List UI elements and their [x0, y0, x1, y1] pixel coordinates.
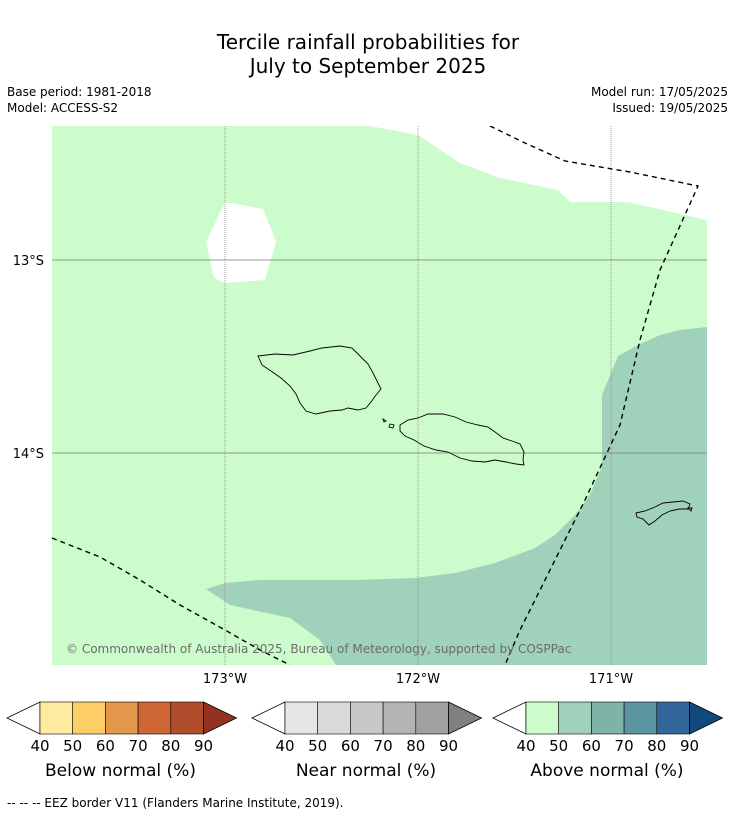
eez-border: [52, 126, 699, 665]
map-plot-area: © Commonwealth of Australia 2025, Bureau…: [52, 126, 707, 665]
near-normal-extend-low: [251, 701, 286, 735]
below-normal-tick-label: 70: [129, 737, 148, 755]
above-normal-segment: [656, 701, 690, 735]
near-normal-colorbar: 40 50 60 70 80 90: [251, 701, 483, 755]
lat-label-14s: 14°S: [13, 447, 44, 462]
manono-coastline: [388, 423, 395, 429]
near-normal-tick-label: 90: [439, 737, 458, 755]
near-normal-tick-label: 80: [406, 737, 425, 755]
above-normal-tick-label: 80: [647, 737, 666, 755]
above-normal-extend-low: [492, 701, 527, 735]
above-normal-tick-label: 50: [549, 737, 568, 755]
map-title: Tercile rainfall probabilities for July …: [0, 30, 736, 78]
metadata-right: Model run: 17/05/2025 Issued: 19/05/2025: [591, 84, 728, 116]
eez-footnote: -- -- -- EEZ border V11 (Flanders Marine…: [7, 796, 344, 810]
above-normal-50-60-region: [206, 327, 707, 665]
near-normal-colorbar-label: Near normal (%): [295, 761, 437, 781]
near-normal-tick-label: 50: [308, 737, 327, 755]
above-normal-tick-label: 90: [680, 737, 699, 755]
below-normal-tick-label: 40: [30, 737, 49, 755]
copyright-notice: © Commonwealth of Australia 2025, Bureau…: [66, 642, 571, 656]
eez-border-east: [489, 126, 699, 665]
colorbars: 40 50 60 70 80 90 40 50 60 70 80 90 40 50 60 70 80 90: [6, 701, 724, 755]
near-normal-tick-label: 60: [341, 737, 360, 755]
near-normal-tick-label: 70: [374, 737, 393, 755]
issued-date: Issued: 19/05/2025: [612, 101, 728, 115]
above-normal-tick-label: 40: [516, 737, 535, 755]
above-normal-colorbar-label: Above normal (%): [530, 761, 684, 781]
below-normal-segment: [137, 701, 172, 735]
above-normal-extend-high: [689, 701, 724, 735]
above-normal-segment: [558, 701, 592, 735]
lon-label-172w: 172°W: [396, 672, 440, 687]
below-normal-extend-high: [203, 701, 238, 735]
below-normal-tick-label: 90: [194, 737, 213, 755]
below-normal-tick-label: 60: [96, 737, 115, 755]
below-normal-segment: [39, 701, 74, 735]
tutuila-coastline: [635, 500, 691, 526]
model-run: Model run: 17/05/2025: [590, 85, 728, 99]
near-normal-segment: [350, 701, 384, 735]
lon-label-171w: 171°W: [589, 672, 633, 687]
above-normal-segment: [525, 701, 560, 735]
title-line-1: Tercile rainfall probabilities for: [216, 30, 520, 54]
below-normal-segment: [72, 701, 106, 735]
above-normal-tick-label: 70: [615, 737, 634, 755]
base-period: Base period: 1981-2018: [7, 85, 152, 99]
below-normal-colorbar-label: Below normal (%): [45, 761, 196, 781]
below-normal-extend-low: [6, 701, 41, 735]
below-normal-colorbar: 40 50 60 70 80 90: [6, 701, 238, 755]
above-normal-colorbar: 40 50 60 70 80 90: [492, 701, 724, 755]
above-normal-segment: [591, 701, 625, 735]
above-normal-segment: [623, 701, 658, 735]
near-normal-segment: [415, 701, 449, 735]
near-normal-extend-high: [448, 701, 483, 735]
model-name: Model: ACCESS-S2: [7, 101, 119, 115]
below-normal-segment: [105, 701, 139, 735]
savaii-coastline: [257, 345, 382, 415]
aunuu-coastline: [686, 507, 693, 512]
near-normal-segment: [284, 701, 319, 735]
apolima-coastline: [382, 417, 387, 423]
graticule: [52, 126, 707, 665]
upolu-coastline: [399, 413, 525, 466]
lat-label-13s: 13°S: [13, 254, 44, 269]
no-data-region-west: [206, 202, 276, 283]
near-normal-segment: [382, 701, 417, 735]
no-data-region-north: [370, 126, 707, 220]
near-normal-segment: [317, 701, 351, 735]
eez-border-south: [52, 537, 291, 665]
axis-labels: 13°S 14°S 173°W 172°W 171°W: [13, 254, 634, 687]
metadata-left: Base period: 1981-2018 Model: ACCESS-S2: [7, 84, 152, 116]
above-normal-tick-label: 60: [582, 737, 601, 755]
below-normal-tick-label: 80: [161, 737, 180, 755]
lon-label-173w: 173°W: [203, 672, 247, 687]
below-normal-tick-label: 50: [63, 737, 82, 755]
coastlines: [257, 345, 693, 526]
below-normal-segment: [170, 701, 204, 735]
near-normal-tick-label: 40: [275, 737, 294, 755]
title-line-2: July to September 2025: [249, 54, 487, 78]
